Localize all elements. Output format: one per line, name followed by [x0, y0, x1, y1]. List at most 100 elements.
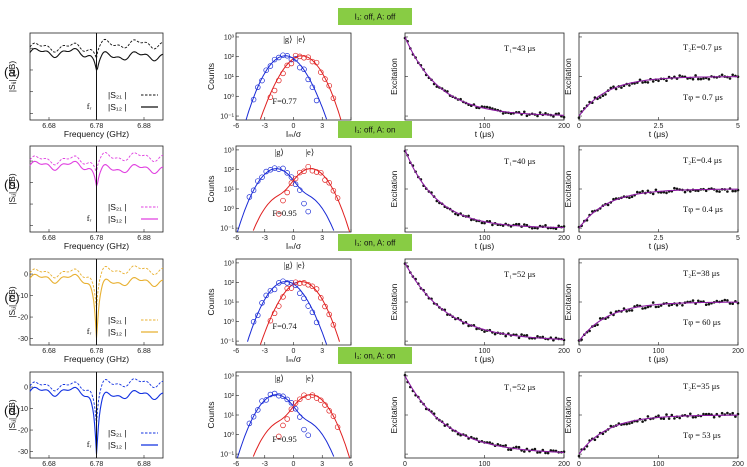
histogram-panel — [235, 258, 352, 346]
ramsey-point — [699, 77, 703, 81]
relaxation-point — [504, 334, 508, 338]
relaxation-point — [557, 224, 560, 228]
ramsey-point — [691, 77, 695, 81]
count-point — [330, 413, 337, 419]
relaxation-point — [488, 106, 492, 109]
x-axis-label: Iₘ/σ — [286, 354, 302, 364]
relaxation-point — [525, 114, 529, 118]
count-point — [255, 84, 261, 91]
count-point — [313, 319, 320, 326]
x-tick-label: 6.68 — [42, 461, 56, 467]
ramsey-point — [726, 299, 729, 302]
ramsey-point — [636, 190, 639, 194]
x-tick-label: 0 — [577, 123, 581, 130]
x-tick-label: -6 — [233, 235, 239, 242]
y-tick-label: 10⁻¹ — [220, 114, 234, 121]
relaxation-point — [488, 441, 492, 444]
relaxation-point — [530, 227, 534, 230]
x-tick-label: 6.68 — [42, 123, 56, 130]
x-axis-label: t (μs) — [475, 241, 495, 251]
fit-excited — [259, 55, 342, 120]
relaxation-point — [467, 324, 470, 328]
y-axis-label: Counts — [206, 402, 216, 429]
count-point — [318, 397, 324, 403]
relaxation-point — [523, 450, 526, 453]
ramsey-point — [723, 298, 727, 302]
ramsey-point — [704, 303, 708, 307]
row-label: (b) — [4, 177, 20, 192]
count-point — [292, 56, 299, 62]
state-excited-label: |e⟩ — [305, 373, 314, 383]
ramsey-point — [694, 415, 697, 419]
ramsey-point — [609, 311, 613, 315]
ramsey-point — [628, 196, 631, 199]
relaxation-point — [536, 335, 539, 338]
ramsey-point — [704, 189, 708, 193]
count-point — [305, 394, 311, 400]
condition-banner-label: I₁: off, A: off — [355, 13, 396, 22]
y-tick-label: 0 — [24, 385, 28, 392]
fit-ground — [236, 394, 335, 458]
relaxation-point — [552, 338, 555, 342]
count-point — [284, 396, 290, 403]
count-point — [276, 433, 282, 440]
legend-label-s12: |S₁₂ | — [108, 327, 127, 337]
tphi-label: Tφ = 0.7 μs — [683, 92, 723, 102]
ramsey-point — [673, 417, 676, 420]
relaxation-point — [538, 111, 542, 114]
ramsey-point — [683, 190, 687, 194]
count-point — [322, 177, 328, 183]
count-point — [276, 211, 282, 217]
relaxation-panel — [404, 145, 565, 233]
legend-label-s21: |S₂₁ | — [108, 315, 127, 325]
condition-banner-label: I₁: on, A: off — [355, 239, 397, 248]
count-point — [288, 56, 295, 63]
ramsey-fit — [578, 76, 738, 117]
fit-excited — [259, 280, 340, 345]
count-point — [271, 286, 278, 293]
relaxation-point — [467, 214, 470, 218]
y-tick-label: 10³ — [224, 373, 235, 380]
condition-banner — [338, 347, 412, 364]
count-point — [271, 56, 278, 63]
legend-label-s21: |S₂₁ | — [108, 202, 127, 212]
x-tick-label: 200 — [558, 235, 570, 242]
ramsey-point — [644, 80, 647, 84]
x-tick-label: 2.5 — [654, 235, 664, 242]
ramsey-point — [651, 80, 655, 83]
relaxation-point — [554, 227, 558, 230]
relaxation-point — [493, 332, 497, 336]
y-tick-label: 10⁰ — [223, 205, 234, 213]
x-tick-label: 6.78 — [90, 123, 104, 130]
x-tick-label: 0 — [292, 461, 296, 467]
relaxation-fit — [404, 36, 564, 116]
relaxation-point — [533, 447, 537, 451]
relaxation-point — [507, 448, 510, 451]
y-axis-label: |Sᵢⱼ| (dB) — [7, 61, 17, 92]
series-s21 — [29, 38, 164, 61]
ramsey-point — [667, 417, 671, 420]
ramsey-point — [678, 416, 681, 420]
count-point — [301, 200, 307, 207]
x-tick-label: -3 — [262, 235, 268, 242]
ramsey-point — [697, 77, 700, 81]
ramsey-point — [641, 189, 644, 193]
y-axis-label: |Sᵢⱼ| (dB) — [7, 173, 17, 204]
count-point — [263, 67, 269, 73]
resonance-label: fᵣ — [87, 101, 92, 111]
tphi-label: Tφ = 60 μs — [683, 317, 721, 327]
count-point — [267, 317, 274, 324]
count-point — [271, 310, 278, 317]
relaxation-point — [483, 330, 486, 333]
x-tick-label: 200 — [558, 348, 570, 355]
ramsey-point — [720, 411, 724, 415]
x-tick-label: 6.78 — [90, 348, 104, 355]
count-point — [280, 52, 286, 58]
count-point — [334, 424, 341, 430]
legend-label-s21: |S₂₁ | — [108, 90, 127, 100]
relaxation-point — [475, 327, 478, 331]
tphi-label: Tφ = 53 μs — [683, 430, 721, 440]
count-point — [276, 303, 282, 309]
count-point — [313, 286, 320, 292]
x-axis-label: t (μs) — [649, 354, 669, 364]
